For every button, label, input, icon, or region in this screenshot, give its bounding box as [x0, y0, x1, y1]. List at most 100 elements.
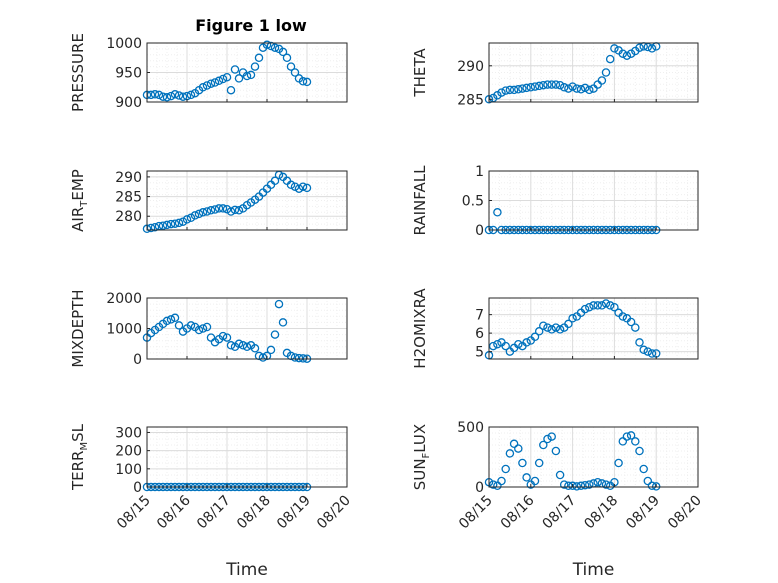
- data-point: [551, 323, 561, 332]
- y-tick-label: 290: [457, 59, 484, 75]
- data-point: [572, 84, 582, 93]
- data-point: [170, 90, 180, 99]
- data-point: [555, 325, 565, 334]
- figure-title: Figure 1 low: [195, 16, 307, 35]
- data-point: [497, 88, 506, 97]
- data-point: [234, 74, 244, 83]
- data-point: [254, 53, 264, 63]
- data-point: [182, 215, 192, 224]
- data-point: [218, 331, 228, 341]
- data-point: [605, 54, 615, 64]
- y-axis-label: THETA: [411, 48, 429, 98]
- data-point: [174, 91, 184, 100]
- data-point: [605, 301, 615, 310]
- y-tick-label: 100: [115, 462, 142, 478]
- data-point: [635, 446, 644, 456]
- data-point: [150, 222, 160, 232]
- data-point: [631, 323, 640, 332]
- data-point: [202, 207, 212, 216]
- subplot-h2omixra: 5 6 7 H2OMIXRA: [411, 288, 699, 369]
- axes-box: [488, 42, 699, 103]
- data-point: [614, 458, 623, 468]
- y-tick-label: 500: [457, 420, 484, 436]
- data-point: [286, 180, 296, 190]
- y-tick-label: 0: [133, 352, 142, 368]
- data-point: [639, 345, 648, 355]
- data-point: [626, 317, 636, 327]
- data-point: [530, 82, 540, 91]
- data-point: [170, 313, 180, 323]
- data-point: [282, 53, 292, 63]
- data-point: [576, 481, 586, 491]
- y-axis-label: TERRMSL: [69, 423, 90, 491]
- data-point: [622, 51, 632, 60]
- data-point: [551, 446, 561, 456]
- data-point: [635, 338, 644, 347]
- y-axis-label: PRESSURE: [69, 33, 87, 112]
- data-point: [206, 206, 216, 215]
- data-point: [514, 339, 523, 349]
- data-point: [202, 81, 212, 90]
- subplot-air-temp: 280 285 290 AIRTEMP: [69, 169, 348, 234]
- data-point: [635, 43, 644, 52]
- data-point: [559, 480, 569, 489]
- data-point: [585, 302, 594, 312]
- data-point: [647, 349, 657, 358]
- data-point: [580, 83, 590, 93]
- data-point: [488, 480, 498, 489]
- data-point: [186, 321, 196, 330]
- data-point: [547, 80, 556, 89]
- data-point: [488, 341, 498, 351]
- data-point: [564, 84, 573, 93]
- data-point: [522, 473, 531, 482]
- data-point: [555, 470, 565, 480]
- data-point: [290, 68, 300, 77]
- y-tick-label: 200: [115, 444, 142, 460]
- data-point: [174, 218, 184, 228]
- data-point: [186, 90, 196, 100]
- data-point: [210, 205, 220, 214]
- data-point: [555, 80, 565, 90]
- data-point: [226, 207, 236, 216]
- data-point: [568, 314, 577, 323]
- data-point: [497, 476, 506, 486]
- data-point: [610, 44, 619, 53]
- data-point: [639, 464, 648, 474]
- data-point: [539, 440, 548, 450]
- data-point: [250, 62, 260, 71]
- data-point: [534, 458, 544, 468]
- data-point: [162, 93, 172, 102]
- data-point: [194, 325, 204, 335]
- y-axis-label: H2OMIXRA: [411, 288, 429, 369]
- data-point: [154, 90, 164, 100]
- data-point: [242, 342, 252, 352]
- data-point: [559, 83, 569, 92]
- axes-box: [488, 297, 699, 360]
- data-point: [647, 481, 657, 491]
- y-axis-label: MIXDEPTH: [69, 289, 87, 367]
- data-point: [601, 480, 611, 489]
- data-point: [593, 301, 602, 310]
- data-point: [501, 464, 510, 474]
- data-point: [274, 299, 284, 309]
- data-point: [230, 65, 240, 74]
- data-point: [214, 76, 224, 86]
- data-point: [514, 444, 523, 453]
- data-point: [198, 83, 208, 92]
- data-point: [647, 44, 657, 53]
- data-point: [522, 83, 531, 93]
- data-point: [618, 49, 628, 58]
- data-point: [198, 208, 208, 217]
- data-point: [526, 83, 536, 92]
- data-point: [246, 70, 256, 80]
- y-tick-label: 290: [115, 170, 142, 186]
- y-tick-label: 1: [475, 164, 484, 180]
- data-point: [190, 211, 200, 220]
- data-point: [597, 76, 607, 85]
- x-axis-label: Time: [225, 560, 268, 580]
- data-point: [270, 176, 280, 186]
- data-point: [631, 437, 640, 446]
- axes-box: [146, 170, 348, 231]
